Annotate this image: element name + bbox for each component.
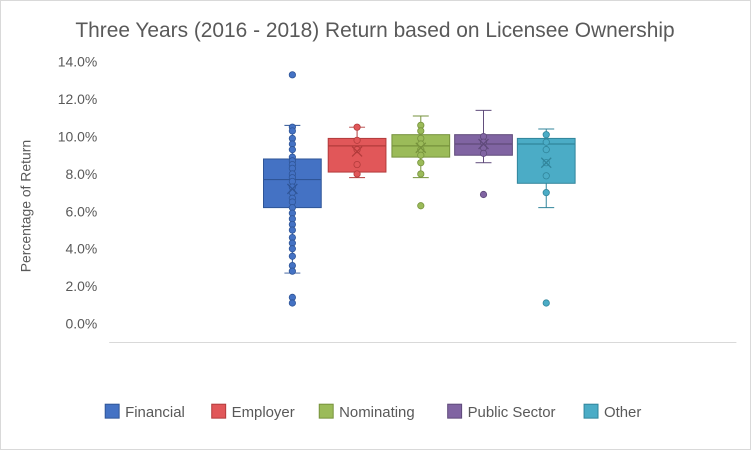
data-point xyxy=(417,202,425,210)
data-point xyxy=(353,136,361,144)
data-point xyxy=(417,151,425,159)
y-axis-label: Percentage of Return xyxy=(18,140,34,272)
legend-swatch xyxy=(211,403,227,419)
box-financial xyxy=(263,71,322,307)
plot-area xyxy=(263,71,576,307)
data-point xyxy=(288,299,296,307)
mean-marker xyxy=(351,146,363,157)
data-point xyxy=(542,172,550,180)
mean-marker xyxy=(415,142,427,154)
data-point xyxy=(288,127,296,135)
data-point xyxy=(288,245,296,253)
legend-label: Nominating xyxy=(339,404,414,421)
data-point xyxy=(288,146,296,154)
chart-title: Three Years (2016 - 2018) Return based o… xyxy=(75,19,674,42)
data-point xyxy=(288,71,296,79)
legend-swatch xyxy=(104,403,120,419)
mean-marker xyxy=(478,138,489,150)
legend: Financial Employer Nominating Public Sector… xyxy=(104,403,641,421)
legend-swatch xyxy=(583,403,599,419)
data-point xyxy=(417,159,425,167)
data-point xyxy=(542,189,550,197)
mean-marker xyxy=(286,183,298,195)
box-employer xyxy=(327,123,387,179)
y-tick-label: 10.0% xyxy=(58,129,97,145)
data-point xyxy=(288,226,296,234)
mean-marker xyxy=(540,157,552,169)
data-point xyxy=(353,161,361,169)
y-tick-label: 0.0% xyxy=(66,316,98,332)
y-tick-label: 4.0% xyxy=(66,241,98,257)
y-tick-label: 8.0% xyxy=(66,166,98,182)
data-point xyxy=(353,170,361,178)
y-tick-label: 2.0% xyxy=(66,278,98,294)
data-point xyxy=(542,138,550,146)
y-tick-label: 14.0% xyxy=(58,54,97,70)
data-point xyxy=(542,146,550,154)
legend-label: Financial xyxy=(125,404,185,421)
data-point xyxy=(417,170,425,178)
data-point xyxy=(479,190,488,199)
legend-label: Public Sector xyxy=(468,404,556,421)
data-point xyxy=(353,146,361,154)
legend-label: Employer xyxy=(232,404,295,421)
data-point xyxy=(288,252,296,260)
data-point xyxy=(288,267,296,275)
y-tick-label: 12.0% xyxy=(58,91,97,107)
box-other xyxy=(516,128,576,307)
box-nominating xyxy=(391,115,451,210)
data-point xyxy=(542,131,550,139)
y-tick-label: 6.0% xyxy=(66,203,98,219)
legend-swatch xyxy=(318,403,334,419)
data-point xyxy=(353,123,361,131)
y-axis-ticks: 0.0% 2.0% 4.0% 6.0% 8.0% 10.0% 12.0% 14.0% xyxy=(58,54,97,332)
legend-swatch xyxy=(447,403,463,419)
data-point xyxy=(417,127,425,135)
data-point xyxy=(542,299,550,307)
data-point xyxy=(479,149,488,157)
legend-label: Other xyxy=(604,404,641,421)
box-public-sector xyxy=(454,109,513,199)
